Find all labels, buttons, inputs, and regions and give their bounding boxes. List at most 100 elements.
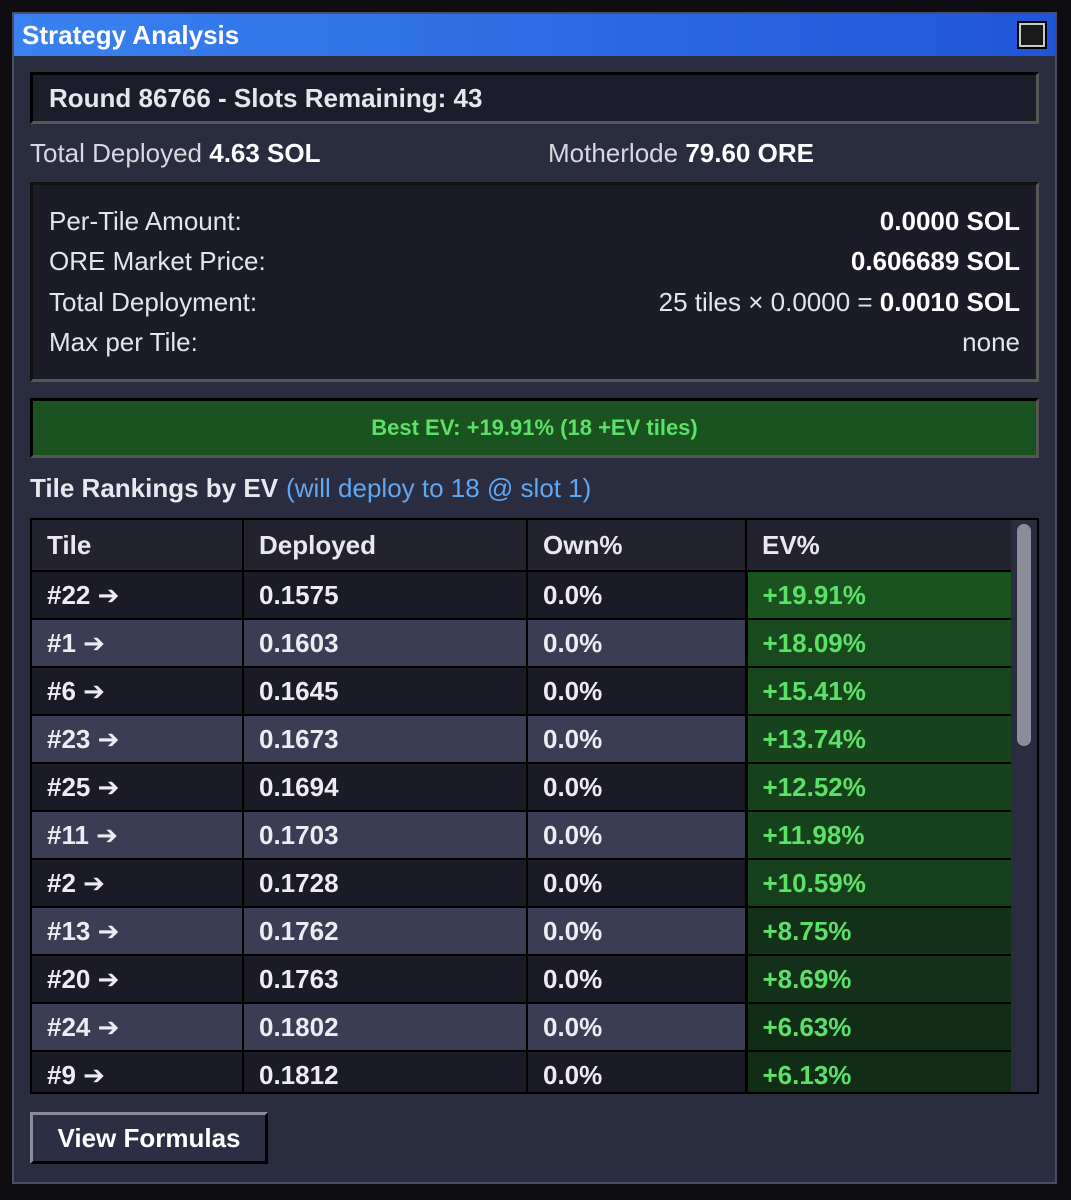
table-row[interactable]: #2 ➔ 0.1728 0.0% +10.59% bbox=[32, 859, 1013, 908]
cell-deployed: 0.1603 bbox=[243, 619, 528, 668]
column-header-deployed[interactable]: Deployed bbox=[243, 520, 528, 572]
info-label: Total Deployment: bbox=[49, 286, 258, 317]
total-deployed: Total Deployed 4.63 SOL bbox=[30, 138, 548, 169]
view-formulas-button[interactable]: View Formulas bbox=[30, 1112, 268, 1164]
table-row[interactable]: #22 ➔ 0.1575 0.0% +19.91% bbox=[32, 571, 1013, 620]
info-value: 0.0000 SOL bbox=[880, 206, 1020, 237]
info-label: Max per Tile: bbox=[49, 327, 198, 358]
cell-tile: #9 ➔ bbox=[32, 1051, 244, 1092]
cell-own: 0.0% bbox=[527, 811, 747, 860]
motherlode-value: 79.60 ORE bbox=[685, 137, 814, 168]
cell-own: 0.0% bbox=[527, 667, 747, 716]
cell-tile: #6 ➔ bbox=[32, 667, 244, 716]
totals-row: Total Deployed 4.63 SOL Motherlode 79.60… bbox=[30, 124, 1039, 182]
info-value-prefix: 25 tiles × 0.0000 = bbox=[658, 286, 880, 317]
info-row: ORE Market Price: 0.606689 SOL bbox=[49, 242, 1020, 283]
cell-deployed: 0.1703 bbox=[243, 811, 528, 860]
info-label: ORE Market Price: bbox=[49, 246, 266, 277]
cell-deployed: 0.1673 bbox=[243, 715, 528, 764]
cell-ev: +11.98% bbox=[744, 811, 1013, 860]
title-bar[interactable]: Strategy Analysis bbox=[14, 14, 1055, 56]
best-ev-banner: Best EV: +19.91% (18 +EV tiles) bbox=[30, 398, 1039, 458]
table-row[interactable]: #20 ➔ 0.1763 0.0% +8.69% bbox=[32, 955, 1013, 1004]
cell-tile: #13 ➔ bbox=[32, 907, 244, 956]
column-header-own[interactable]: Own% bbox=[527, 520, 747, 572]
table-row[interactable]: #23 ➔ 0.1673 0.0% +13.74% bbox=[32, 715, 1013, 764]
cell-tile: #22 ➔ bbox=[32, 571, 244, 620]
cell-own: 0.0% bbox=[527, 1003, 747, 1052]
cell-tile: #1 ➔ bbox=[32, 619, 244, 668]
cell-own: 0.0% bbox=[527, 907, 747, 956]
rankings-heading: Tile Rankings by EV (will deploy to 18 @… bbox=[30, 458, 1039, 518]
cell-tile: #24 ➔ bbox=[32, 1003, 244, 1052]
cell-ev: +6.63% bbox=[744, 1003, 1013, 1052]
minimize-icon bbox=[1021, 25, 1043, 45]
scrollbar-thumb[interactable] bbox=[1017, 524, 1031, 746]
cell-deployed: 0.1645 bbox=[243, 667, 528, 716]
motherlode: Motherlode 79.60 ORE bbox=[548, 138, 814, 169]
table-scrollbar[interactable] bbox=[1011, 520, 1037, 1092]
cell-deployed: 0.1763 bbox=[243, 955, 528, 1004]
motherlode-label: Motherlode bbox=[548, 137, 679, 168]
info-value: 25 tiles × 0.0000 = 0.0010 SOL bbox=[659, 287, 1020, 318]
cell-ev: +8.69% bbox=[744, 955, 1013, 1004]
cell-tile: #11 ➔ bbox=[32, 811, 244, 860]
round-status: Round 86766 - Slots Remaining: 43 bbox=[30, 72, 1039, 124]
cell-tile: #23 ➔ bbox=[32, 715, 244, 764]
tile-rankings-table: Tile Deployed Own% EV% #22 ➔ 0.1575 0.0% +1… bbox=[32, 520, 1013, 1092]
info-value: 0.606689 SOL bbox=[851, 246, 1020, 277]
info-row: Total Deployment: 25 tiles × 0.0000 = 0.0… bbox=[49, 282, 1020, 323]
cell-ev: +13.74% bbox=[744, 715, 1013, 764]
info-value-amount: none bbox=[962, 327, 1020, 358]
cell-tile: #20 ➔ bbox=[32, 955, 244, 1004]
cell-deployed: 0.1575 bbox=[243, 571, 528, 620]
window-title: Strategy Analysis bbox=[22, 19, 240, 50]
cell-own: 0.0% bbox=[527, 571, 747, 620]
cell-ev: +10.59% bbox=[744, 859, 1013, 908]
total-deployed-value: 4.63 SOL bbox=[209, 137, 321, 168]
table-row[interactable]: #24 ➔ 0.1802 0.0% +6.63% bbox=[32, 1003, 1013, 1052]
info-value-amount: 0.0010 SOL bbox=[879, 286, 1020, 317]
cell-own: 0.0% bbox=[527, 955, 747, 1004]
info-value-amount: 0.0000 SOL bbox=[879, 205, 1020, 236]
cell-ev: +18.09% bbox=[744, 619, 1013, 668]
rankings-subtitle: (will deploy to 18 @ slot 1) bbox=[286, 472, 592, 503]
minimize-button[interactable] bbox=[1017, 21, 1047, 49]
cell-tile: #2 ➔ bbox=[32, 859, 244, 908]
table-row[interactable]: #9 ➔ 0.1812 0.0% +6.13% bbox=[32, 1051, 1013, 1092]
table-row[interactable]: #11 ➔ 0.1703 0.0% +11.98% bbox=[32, 811, 1013, 860]
cell-own: 0.0% bbox=[527, 763, 747, 812]
cell-ev: +12.52% bbox=[744, 763, 1013, 812]
cell-ev: +19.91% bbox=[744, 571, 1013, 620]
cell-ev: +15.41% bbox=[744, 667, 1013, 716]
tile-rankings-table-container[interactable]: Tile Deployed Own% EV% #22 ➔ 0.1575 0.0% +1… bbox=[30, 518, 1039, 1094]
rankings-title: Tile Rankings by EV bbox=[30, 472, 279, 503]
table-row[interactable]: #1 ➔ 0.1603 0.0% +18.09% bbox=[32, 619, 1013, 668]
cell-deployed: 0.1812 bbox=[243, 1051, 528, 1092]
cell-deployed: 0.1762 bbox=[243, 907, 528, 956]
cell-own: 0.0% bbox=[527, 859, 747, 908]
info-value: none bbox=[962, 327, 1020, 358]
table-header-row: Tile Deployed Own% EV% bbox=[32, 520, 1013, 572]
total-deployed-label: Total Deployed bbox=[30, 137, 202, 168]
table-row[interactable]: #13 ➔ 0.1762 0.0% +8.75% bbox=[32, 907, 1013, 956]
cell-deployed: 0.1728 bbox=[243, 859, 528, 908]
cell-deployed: 0.1694 bbox=[243, 763, 528, 812]
cell-own: 0.0% bbox=[527, 1051, 747, 1092]
table-row[interactable]: #6 ➔ 0.1645 0.0% +15.41% bbox=[32, 667, 1013, 716]
cell-ev: +6.13% bbox=[744, 1051, 1013, 1092]
column-header-tile[interactable]: Tile bbox=[32, 520, 244, 572]
deployment-info-panel: Per-Tile Amount: 0.0000 SOL ORE Market Pri… bbox=[30, 182, 1039, 382]
cell-own: 0.0% bbox=[527, 619, 747, 668]
cell-ev: +8.75% bbox=[744, 907, 1013, 956]
cell-deployed: 0.1802 bbox=[243, 1003, 528, 1052]
column-header-ev[interactable]: EV% bbox=[746, 520, 1013, 572]
table-row[interactable]: #25 ➔ 0.1694 0.0% +12.52% bbox=[32, 763, 1013, 812]
info-label: Per-Tile Amount: bbox=[49, 205, 242, 236]
cell-own: 0.0% bbox=[527, 715, 747, 764]
strategy-analysis-window: Strategy Analysis Round 86766 - Slots Re… bbox=[12, 12, 1057, 1184]
cell-tile: #25 ➔ bbox=[32, 763, 244, 812]
info-row: Max per Tile: none bbox=[49, 323, 1020, 364]
info-value-amount: 0.606689 SOL bbox=[850, 246, 1020, 277]
info-row: Per-Tile Amount: 0.0000 SOL bbox=[49, 201, 1020, 242]
